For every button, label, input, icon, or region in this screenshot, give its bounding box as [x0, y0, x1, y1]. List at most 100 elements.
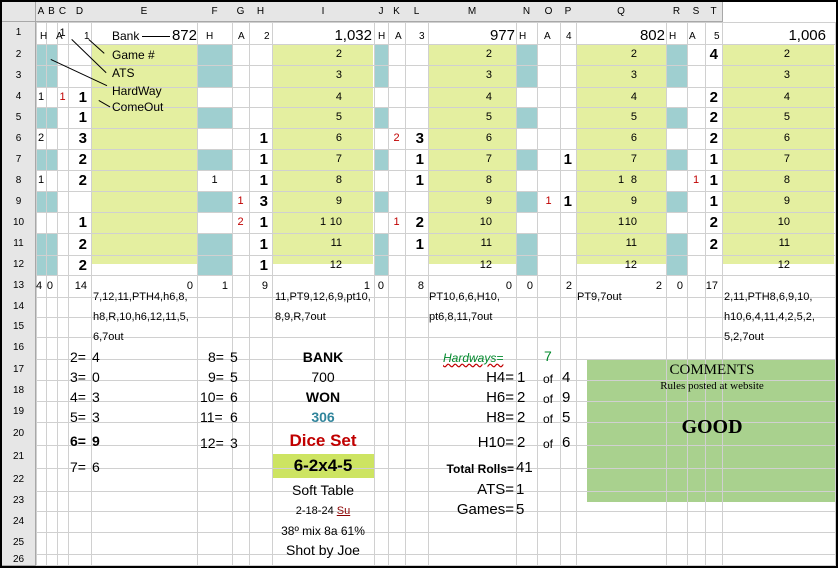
column-header[interactable]: G: [232, 2, 250, 22]
hit-count: 0: [505, 279, 512, 292]
games-value: 5: [516, 501, 525, 518]
row-header[interactable]: 19: [2, 401, 36, 423]
row-header[interactable]: 1: [2, 22, 36, 45]
teal-cell: [666, 191, 687, 212]
hit-count: 2: [709, 130, 718, 147]
column-header[interactable]: H: [249, 2, 273, 22]
row-header[interactable]: 11: [2, 233, 36, 256]
hit-count: 1: [259, 235, 268, 253]
row-header[interactable]: 8: [2, 170, 36, 192]
column-header[interactable]: I: [272, 2, 375, 22]
row-header[interactable]: 17: [2, 359, 36, 381]
hit-count: 0: [186, 279, 193, 292]
h6-label: H6=: [486, 389, 514, 406]
teal-cell: [197, 191, 232, 212]
h-label: H: [206, 31, 214, 42]
row-header[interactable]: 22: [2, 468, 36, 492]
column-header[interactable]: L: [405, 2, 429, 22]
teal-cell: [374, 191, 388, 212]
row-header[interactable]: 18: [2, 380, 36, 402]
gridline-vertical: [722, 22, 723, 566]
h10-total: 6: [562, 434, 571, 451]
gridline-horizontal: [36, 191, 836, 192]
column-header[interactable]: P: [560, 2, 577, 22]
a-label: A: [395, 31, 402, 42]
point-number-label: 4: [335, 91, 342, 103]
gridline-vertical: [705, 22, 706, 566]
column-header[interactable]: M: [428, 2, 517, 22]
row-header[interactable]: 9: [2, 191, 36, 213]
hit-count: 2: [78, 235, 87, 253]
gridline-horizontal: [36, 359, 836, 360]
teal-cell: [197, 233, 232, 255]
column-header[interactable]: O: [537, 2, 561, 22]
row-header[interactable]: 13: [2, 275, 36, 298]
column-header[interactable]: D: [68, 2, 92, 22]
row-header[interactable]: 7: [2, 149, 36, 171]
row-header[interactable]: 21: [2, 445, 36, 469]
corner-cell: [2, 2, 36, 22]
point-number-label: 7: [630, 153, 637, 165]
point-number-label: 5: [485, 111, 492, 123]
gridline-horizontal: [36, 212, 836, 213]
point-number-label: 8: [630, 174, 637, 186]
comments-title: COMMENTS: [669, 362, 755, 378]
point-number-label: 4: [783, 91, 790, 103]
column-header[interactable]: N: [516, 2, 538, 22]
bank-summary-value: 700: [311, 369, 335, 385]
row-header[interactable]: 26: [2, 554, 36, 566]
row-header[interactable]: 10: [2, 212, 36, 234]
hit-count: 3: [78, 130, 87, 147]
row-header[interactable]: 20: [2, 422, 36, 446]
hit-count: 0: [377, 279, 384, 292]
row-header[interactable]: 3: [2, 65, 36, 88]
row-header[interactable]: 23: [2, 491, 36, 512]
column-header[interactable]: R: [666, 2, 688, 22]
teal-cell: [374, 255, 388, 275]
column-header[interactable]: J: [374, 2, 389, 22]
row-header[interactable]: 6: [2, 128, 36, 150]
total-key: 12=: [200, 435, 224, 451]
teal-cell: [197, 149, 232, 170]
total-key: 10=: [200, 389, 224, 405]
hit-count: 1: [78, 88, 87, 106]
gridline-vertical: [68, 22, 69, 566]
dice-set-title: Dice Set: [289, 431, 357, 450]
session-date: 2-18-24 Su: [272, 506, 374, 517]
row-header[interactable]: 4: [2, 87, 36, 108]
point-number-label: 3: [485, 69, 492, 81]
hit-count: 2: [655, 279, 662, 292]
point-number-label: 10: [777, 216, 790, 228]
hit-count: 1: [709, 172, 718, 189]
player1-bank: 872: [171, 27, 197, 44]
column-header[interactable]: E: [91, 2, 198, 22]
point-number-label: 6: [485, 132, 492, 144]
h-label: H: [519, 31, 527, 42]
gridline-horizontal: [36, 468, 836, 469]
legend-game: Game #: [112, 48, 155, 62]
point-number-label: 11: [480, 237, 492, 249]
column-header[interactable]: F: [197, 2, 233, 22]
column-header[interactable]: S: [687, 2, 706, 22]
row-header[interactable]: 15: [2, 317, 36, 338]
gridline-horizontal: [36, 445, 836, 446]
roll-history: h10,6,4,11,4,2,5,2,: [724, 311, 815, 323]
teal-cell: [197, 255, 232, 275]
gridline-vertical: [560, 22, 561, 566]
row-header[interactable]: 14: [2, 297, 36, 318]
bank-label: Bank: [112, 29, 140, 43]
row-header[interactable]: 24: [2, 511, 36, 533]
row-header[interactable]: 25: [2, 532, 36, 555]
hit-count: 1: [37, 174, 45, 186]
total-value: 3: [230, 435, 238, 451]
row-header[interactable]: 12: [2, 255, 36, 276]
column-header[interactable]: T: [705, 2, 723, 22]
column-header[interactable]: Q: [576, 2, 667, 22]
teal-cell: [666, 233, 687, 255]
hit-count: 1: [709, 193, 718, 210]
point-number-label: 10: [479, 216, 492, 228]
row-header[interactable]: 5: [2, 107, 36, 129]
column-header[interactable]: K: [388, 2, 406, 22]
row-header[interactable]: 16: [2, 337, 36, 360]
row-header[interactable]: 2: [2, 44, 36, 66]
